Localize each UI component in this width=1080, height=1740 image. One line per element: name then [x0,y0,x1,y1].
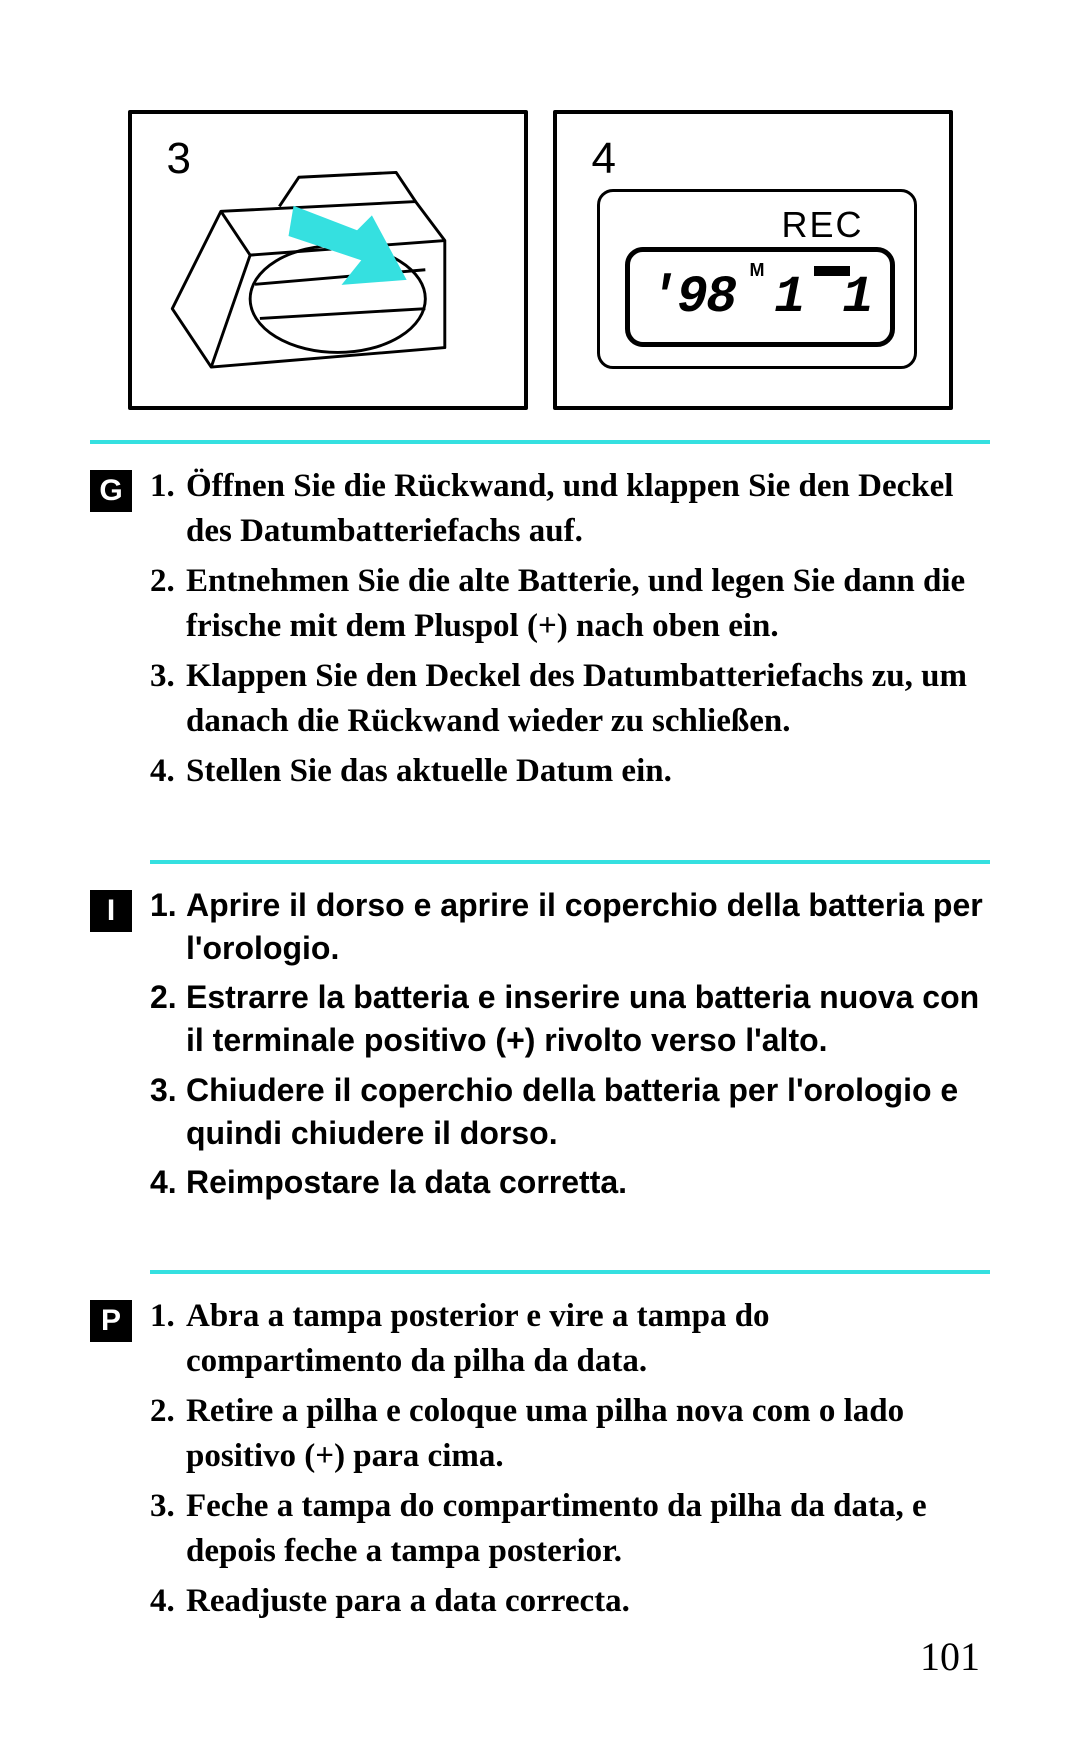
step-g-2: 2.Entnehmen Sie die alte Batterie, und l… [150,559,990,648]
step-g-1: 1.Öffnen Sie die Rückwand, und klappen S… [150,464,990,553]
lcd-display: M '98 1 1 [625,247,895,347]
section-portuguese: P 1.Abra a tampa posterior e vire a tamp… [90,1294,990,1630]
lcd-month: 1 [774,268,803,327]
step-i-3: 3.Chiudere il coperchio della batteria p… [150,1069,990,1155]
step-p-2: 2.Retire a pilha e coloque uma pilha nov… [150,1389,990,1478]
step-g-3: 3.Klappen Sie den Deckel des Datumbatter… [150,654,990,743]
manual-page: 3 4 REC M '98 [0,0,1080,1740]
lcd-panel: REC M '98 1 1 [597,189,917,369]
lcd-year: '98 [648,268,736,327]
badge-german: G [90,470,132,512]
divider-mid-2 [150,1270,990,1274]
step-p-1: 1.Abra a tampa posterior e vire a tampa … [150,1294,990,1383]
section-german: G 1.Öffnen Sie die Rückwand, und klappen… [90,464,990,800]
step-i-1: 1.Aprire il dorso e aprire il coperchio … [150,884,990,970]
divider-top [90,440,990,444]
step-i-2: 2.Estrarre la batteria e inserire una ba… [150,976,990,1062]
step-g-4: 4.Stellen Sie das aktuelle Datum ein. [150,749,990,794]
divider-mid-1 [150,860,990,864]
step-p-3: 3.Feche a tampa do compartimento da pilh… [150,1484,990,1573]
figure-row: 3 4 REC M '98 [90,110,990,410]
step-i-4: 4.Reimpostare la data corretta. [150,1161,990,1204]
badge-italian: I [90,890,132,932]
figure-4: 4 REC M '98 1 1 [553,110,953,410]
steps-german: 1.Öffnen Sie die Rückwand, und klappen S… [150,464,990,800]
lcd-day: 1 [842,268,871,327]
section-italian: I 1.Aprire il dorso e aprire il coperchi… [90,884,990,1210]
battery-compartment-illustration [132,114,524,406]
step-p-4: 4.Readjuste para a data correcta. [150,1579,990,1624]
figure-3: 3 [128,110,528,410]
steps-portuguese: 1.Abra a tampa posterior e vire a tampa … [150,1294,990,1630]
lcd-rec-label: REC [781,204,863,246]
lcd-bar-icon [814,266,850,276]
steps-italian: 1.Aprire il dorso e aprire il coperchio … [150,884,990,1210]
lcd-m-label: M [750,260,765,281]
badge-portuguese: P [90,1300,132,1342]
figure-4-number: 4 [592,134,616,184]
page-number: 101 [920,1633,980,1680]
